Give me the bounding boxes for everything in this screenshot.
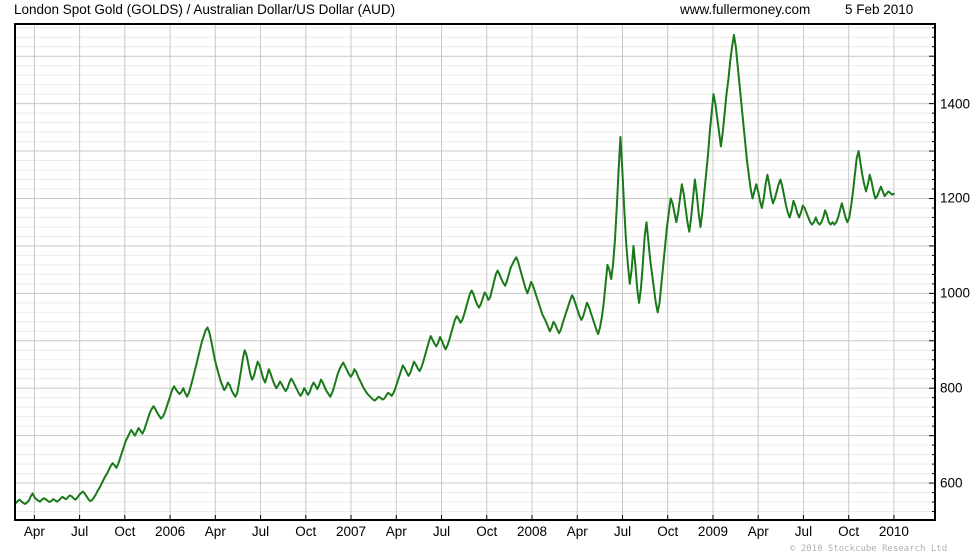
y-axis-labels: 600 800 1000 1200 1400 (940, 23, 980, 523)
x-axis-labels: Apr Jul Oct 2006 Apr Jul Oct 2007 Apr Jul Oct 2008 A… (0, 524, 980, 544)
y-tick-label: 1000 (940, 285, 971, 301)
y-tick-label: 1200 (940, 190, 971, 206)
copyright-notice: © 2010 Stockcube Research Ltd (790, 544, 948, 554)
y-tick-label: 600 (940, 475, 963, 491)
x-tick-label: Oct (838, 524, 860, 539)
x-tick-label: Jul (251, 524, 270, 539)
x-tick-label: Jul (613, 524, 632, 539)
x-tick-label: Jul (432, 524, 451, 539)
x-tick-label: Apr (747, 524, 769, 539)
chart-date: 5 Feb 2010 (845, 2, 914, 17)
vertical-gridlines (33, 23, 895, 521)
x-tick-label: Oct (657, 524, 679, 539)
gold-aud-price-line (14, 33, 895, 505)
website-label: www.fullermoney.com (680, 2, 811, 17)
x-tick-label: Oct (114, 524, 136, 539)
y-tick-label: 800 (940, 380, 963, 396)
y-tick-label: 1400 (940, 96, 971, 112)
x-tick-label: 2006 (155, 524, 186, 539)
x-tick-label: 2007 (336, 524, 367, 539)
minor-horizontal-gridlines (14, 27, 936, 521)
x-tick-label: Jul (70, 524, 89, 539)
x-tick-label: Apr (385, 524, 407, 539)
major-horizontal-gridlines (14, 55, 936, 484)
page-title: London Spot Gold (GOLDS) / Australian Do… (14, 2, 396, 17)
x-tick-label: Apr (23, 524, 45, 539)
plot-frame (14, 23, 936, 521)
x-tick-label: Apr (204, 524, 226, 539)
x-tick-label: 2008 (516, 524, 548, 539)
x-tick-label: 2010 (878, 524, 909, 539)
x-tick-label: Jul (794, 524, 813, 539)
x-tick-label: Oct (476, 524, 498, 539)
plot-area (14, 23, 936, 521)
price-chart-svg (14, 23, 936, 521)
x-tick-label: Apr (566, 524, 588, 539)
x-tick-label: Oct (295, 524, 317, 539)
x-tick-label: 2009 (697, 524, 728, 539)
